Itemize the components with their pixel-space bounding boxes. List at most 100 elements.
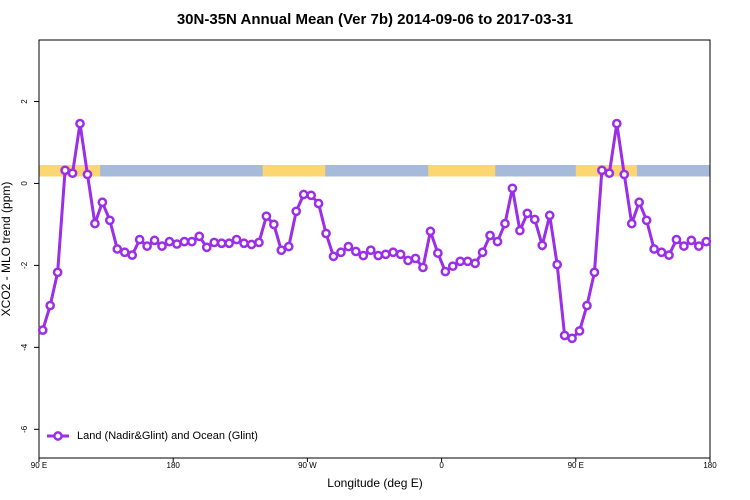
data-point bbox=[440, 266, 451, 277]
y-tick-label: 0 bbox=[20, 181, 29, 186]
data-point bbox=[343, 241, 354, 252]
data-point bbox=[544, 210, 555, 221]
x-axis-label: Longitude (deg E) bbox=[327, 476, 422, 490]
data-point bbox=[45, 300, 56, 311]
data-point bbox=[112, 244, 123, 254]
x-tick-label: 180 bbox=[703, 461, 717, 470]
data-point bbox=[67, 168, 78, 179]
x-tick-label: 90 E bbox=[568, 461, 584, 470]
data-point bbox=[500, 218, 510, 229]
data-point bbox=[291, 206, 302, 217]
data-point bbox=[529, 214, 540, 225]
data-point bbox=[485, 230, 495, 241]
data-point bbox=[164, 236, 175, 247]
data-point bbox=[686, 235, 697, 246]
chart-title: 30N-35N Annual Mean (Ver 7b) 2014-09-06 … bbox=[177, 11, 573, 28]
data-point bbox=[239, 238, 249, 249]
data-point bbox=[492, 236, 503, 247]
data-point bbox=[186, 236, 197, 247]
data-point bbox=[679, 241, 689, 251]
data-point bbox=[664, 250, 674, 260]
data-point bbox=[649, 244, 659, 254]
x-tick-label: 90 E bbox=[31, 461, 47, 470]
data-point bbox=[209, 237, 220, 248]
land-band bbox=[428, 164, 496, 177]
ocean-band bbox=[39, 164, 710, 177]
data-point bbox=[328, 251, 339, 262]
data-line bbox=[41, 123, 708, 341]
data-point bbox=[634, 197, 645, 208]
data-point bbox=[470, 258, 480, 269]
data-point bbox=[410, 253, 421, 264]
data-point bbox=[224, 238, 234, 249]
data-point bbox=[604, 168, 615, 179]
data-point bbox=[388, 247, 398, 258]
data-point bbox=[60, 165, 70, 176]
data-point bbox=[597, 165, 607, 176]
data-point bbox=[589, 267, 600, 278]
data-point bbox=[537, 240, 548, 251]
data-point bbox=[90, 218, 100, 229]
x-tick-label: 180 bbox=[167, 461, 181, 470]
data-point bbox=[626, 218, 637, 229]
data-point bbox=[611, 118, 622, 129]
data-point bbox=[582, 300, 592, 311]
data-point bbox=[433, 248, 443, 258]
data-point bbox=[283, 241, 294, 252]
data-point bbox=[261, 211, 272, 222]
data-point bbox=[127, 250, 138, 260]
data-point bbox=[172, 239, 182, 249]
y-tick-label: -6 bbox=[20, 425, 29, 433]
data-point bbox=[447, 261, 458, 272]
data-point bbox=[559, 330, 570, 341]
data-point bbox=[373, 250, 384, 261]
data-point bbox=[477, 247, 488, 258]
data-point bbox=[269, 219, 279, 230]
plot-frame bbox=[38, 39, 711, 459]
data-point bbox=[395, 249, 406, 260]
data-point bbox=[201, 242, 212, 253]
data-point bbox=[351, 246, 361, 257]
data-point bbox=[104, 215, 115, 226]
data-point bbox=[365, 245, 376, 256]
data-point bbox=[701, 236, 712, 247]
data-point bbox=[336, 247, 346, 258]
y-tick-label: -4 bbox=[20, 343, 29, 351]
data-point bbox=[276, 245, 287, 256]
y-tick-label: -2 bbox=[20, 261, 29, 269]
y-axis-label: XCO2 - MLO trend (ppm) bbox=[0, 182, 13, 317]
data-point bbox=[246, 239, 257, 250]
data-point bbox=[157, 241, 167, 251]
data-point bbox=[641, 215, 652, 226]
data-point bbox=[380, 249, 391, 260]
data-point bbox=[656, 247, 667, 258]
data-point bbox=[403, 255, 413, 266]
data-point bbox=[507, 183, 518, 194]
data-point bbox=[358, 250, 369, 261]
data-point bbox=[119, 247, 130, 258]
data-point bbox=[462, 256, 473, 267]
legend-marker bbox=[53, 431, 63, 441]
data-point bbox=[693, 241, 704, 251]
data-point bbox=[142, 241, 152, 251]
data-point bbox=[75, 118, 85, 129]
data-point bbox=[455, 256, 466, 267]
data-point bbox=[52, 267, 63, 278]
data-point bbox=[194, 231, 205, 242]
data-point bbox=[574, 326, 585, 336]
data-point bbox=[619, 169, 630, 180]
data-point bbox=[552, 259, 563, 270]
y-tick-label: 2 bbox=[20, 99, 29, 104]
data-point bbox=[306, 190, 316, 201]
data-point bbox=[82, 169, 93, 180]
data-point bbox=[522, 208, 533, 219]
x-tick-label: 0 bbox=[439, 461, 444, 470]
data-point bbox=[567, 333, 577, 344]
legend-label: Land (Nadir&Glint) and Ocean (Glint) bbox=[77, 430, 258, 442]
data-point bbox=[149, 235, 160, 246]
data-point bbox=[179, 236, 190, 247]
data-point bbox=[254, 237, 264, 248]
data-point bbox=[671, 234, 682, 245]
data-point bbox=[216, 238, 227, 249]
